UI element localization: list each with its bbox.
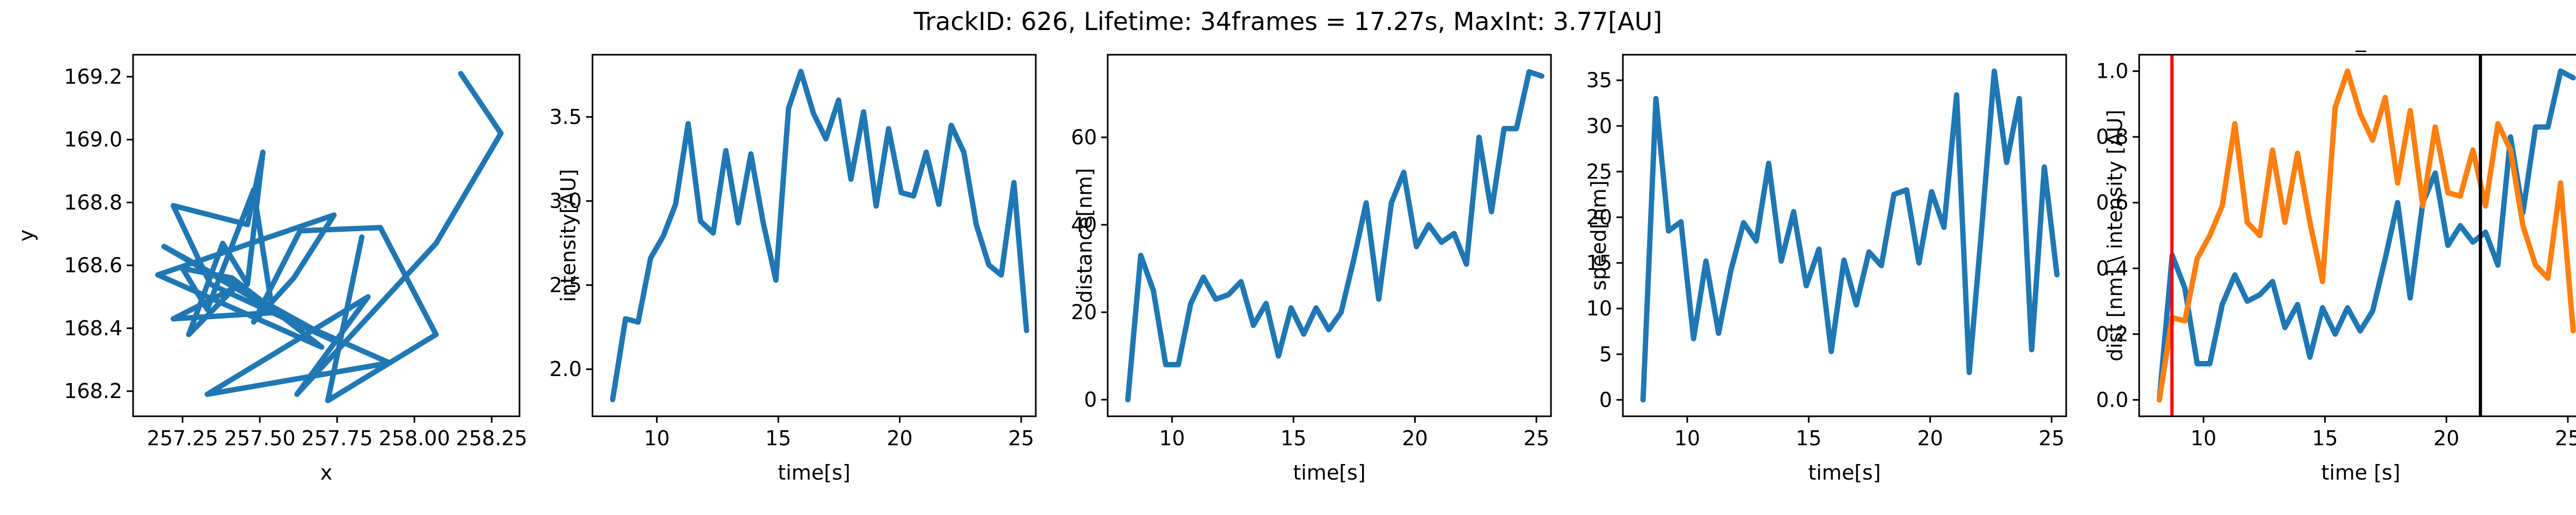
series-line-1 (1640, 68, 2060, 403)
x-tick-label: 258.00 (379, 426, 450, 450)
plot-area (610, 69, 1029, 402)
y-tick-label: 40 (1071, 213, 1097, 237)
subplot-3: 10 15 20 25 0 20 40 60 time[s] distance[nm] (1071, 54, 1552, 484)
series-line-1 (2156, 68, 2576, 403)
axes-frame (591, 54, 1037, 417)
x-tick-label: 15 (1796, 426, 1821, 450)
y-tick-label: 2.5 (550, 273, 582, 297)
y-tick-label: 5 (1599, 342, 1612, 366)
x-tick-label: 25 (1008, 426, 1034, 450)
x-tick-label: 20 (1402, 426, 1428, 450)
y-tick-label: 0.0 (2096, 388, 2128, 411)
x-axis-label: time[s] (1293, 461, 1365, 484)
series-line-1 (610, 69, 1029, 402)
y-tick-label: 0.2 (2096, 322, 2128, 346)
y-tick-label: 0.4 (2096, 256, 2128, 280)
x-tick-label: 15 (2312, 426, 2338, 450)
y-tick-label: 35 (1586, 69, 1612, 92)
y-tick-label: 168.6 (64, 254, 122, 277)
axes-frame (1622, 54, 2067, 417)
axes-frame (1107, 54, 1552, 417)
series-line-1 (155, 71, 504, 403)
y-axis-label: speed[nm] (1587, 180, 1611, 291)
x-tick-label: 258.25 (456, 426, 528, 450)
subplot-1: 257.25 257.50 257.75 258.00 258.25 168.2 168.4… (14, 54, 528, 484)
y-tick-label: 0 (1084, 388, 1097, 411)
x-axis-label: time[s] (778, 461, 850, 484)
subplot-panels: 257.25 257.50 257.75 258.00 258.25 168.2 168.4… (14, 28, 2576, 484)
y-tick-label: 0.6 (2096, 191, 2128, 215)
y-tick-label: 20 (1071, 300, 1097, 324)
x-tick-label: 257.50 (224, 426, 296, 450)
subplot-title: _ (2355, 28, 2367, 52)
plot-area (1125, 69, 1545, 402)
y-tick-label: 169.2 (64, 65, 122, 89)
axes-frame (132, 54, 521, 417)
x-tick-label: 25 (2039, 426, 2065, 450)
x-tick-label: 10 (644, 426, 670, 450)
axes-frame (2138, 54, 2576, 417)
y-tick-label: 20 (1586, 205, 1612, 229)
x-tick-label: 10 (2191, 426, 2216, 450)
y-axis-label: dist [nm] \ intensity [AU] (2103, 109, 2127, 361)
x-tick-label: 10 (1159, 426, 1185, 450)
y-tick-label: 169.0 (64, 128, 122, 151)
x-axis-label: time[s] (1808, 461, 1880, 484)
x-tick-label: 15 (1280, 426, 1306, 450)
plot-area (155, 71, 504, 403)
y-tick-label: 1.0 (2096, 60, 2128, 83)
y-tick-label: 168.8 (64, 190, 122, 214)
y-axis-label: y (14, 230, 38, 242)
x-tick-label: 20 (887, 426, 912, 450)
x-tick-label: 257.25 (147, 426, 218, 450)
y-axis-label: distance[nm] (1073, 168, 1096, 303)
x-tick-label: 20 (2433, 426, 2459, 450)
y-tick-label: 60 (1071, 126, 1097, 149)
x-tick-label: 15 (765, 426, 791, 450)
y-tick-label: 15 (1586, 251, 1612, 275)
y-tick-label: 2.0 (550, 357, 582, 381)
y-tick-label: 0 (1599, 388, 1612, 411)
x-tick-label: 10 (1674, 426, 1700, 450)
y-tick-label: 30 (1586, 114, 1612, 138)
plot-area (2156, 55, 2576, 416)
subplot-4: 10 15 20 25 0 5 10 15 20 25 30 35 time[s] speed[nm] (1586, 54, 2067, 484)
x-axis-label: time [s] (2321, 461, 2400, 484)
y-tick-label: 0.8 (2096, 125, 2128, 149)
y-tick-label: 3.0 (550, 189, 582, 213)
y-axis-label: intensity[AU] (557, 169, 580, 302)
x-tick-label: 25 (1524, 426, 1549, 450)
y-tick-label: 10 (1586, 297, 1612, 320)
x-axis-label: x (320, 461, 333, 484)
y-tick-label: 168.2 (64, 379, 122, 403)
figure-suptitle: TrackID: 626, Lifetime: 34frames = 17.27… (913, 7, 1663, 36)
x-tick-label: 257.75 (302, 426, 373, 450)
y-tick-label: 168.4 (64, 317, 122, 340)
y-tick-label: 3.5 (550, 105, 582, 129)
y-tick-label: 25 (1586, 160, 1612, 183)
x-tick-label: 25 (2555, 426, 2576, 450)
series-line-2 (2156, 68, 2576, 403)
subplot-5: 10 15 20 25 0.0 0.2 0.4 0.6 0.8 1.0 time [s] dist [… (2096, 28, 2576, 484)
plot-area (1640, 68, 2060, 403)
subplot-2: 10 15 20 25 2.0 2.5 3.0 3.5 time[s] intensity[AU] (550, 54, 1037, 484)
x-tick-label: 20 (1917, 426, 1943, 450)
series-line-1 (1125, 69, 1545, 402)
